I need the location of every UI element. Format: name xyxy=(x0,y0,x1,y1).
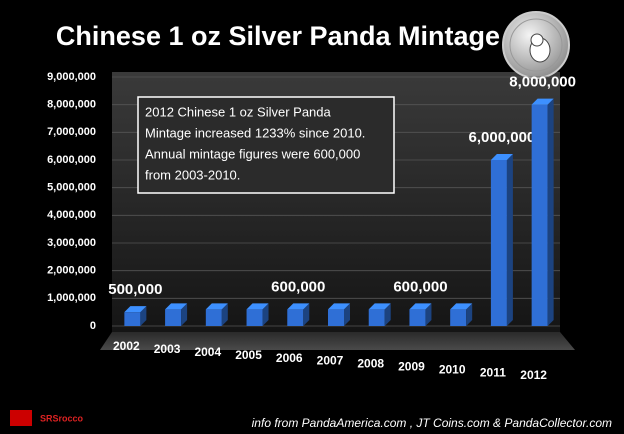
x-tick-label: 2009 xyxy=(398,359,425,373)
x-tick-label: 2011 xyxy=(480,365,506,379)
x-tick-label: 2010 xyxy=(439,362,466,376)
bar-front xyxy=(165,309,182,326)
annotation-line: 2012 Chinese 1 oz Silver Panda xyxy=(145,104,332,119)
bar-top xyxy=(124,306,147,313)
bar-front xyxy=(409,309,426,326)
x-tick-label: 2004 xyxy=(194,345,221,359)
bar xyxy=(205,303,228,326)
bar-side xyxy=(384,303,391,326)
x-tick-label: 2007 xyxy=(317,354,344,368)
value-label: 6,000,000 xyxy=(469,129,536,146)
bar xyxy=(450,303,473,326)
bar-side xyxy=(221,303,228,326)
y-tick-label: 3,000,000 xyxy=(47,237,96,249)
x-tick-label: 2012 xyxy=(520,368,547,382)
bar-front xyxy=(287,309,304,326)
bar-top xyxy=(328,303,350,310)
bar-top xyxy=(205,303,228,310)
annotation-box: 2012 Chinese 1 oz Silver Panda Mintage in… xyxy=(137,96,395,194)
bar-side xyxy=(140,306,147,326)
bar-top xyxy=(246,303,269,310)
chart-title: Chinese 1 oz Silver Panda Mintage xyxy=(56,21,500,51)
bar-top xyxy=(409,303,432,310)
bar-side xyxy=(506,154,513,326)
x-tick-label: 2003 xyxy=(154,342,181,356)
source: info from PandaAmerica.com , JT Coins.co… xyxy=(252,416,612,430)
bar xyxy=(368,303,391,326)
y-tick-label: 1,000,000 xyxy=(47,292,96,304)
bar-top xyxy=(165,303,188,310)
value-label: 8,000,000 xyxy=(509,74,576,91)
bar-top xyxy=(490,154,513,160)
value-label: 600,000 xyxy=(393,278,447,295)
y-tick-label: 2,000,000 xyxy=(47,265,96,277)
x-tick-label: 2005 xyxy=(235,348,262,362)
plot: 0 1,000,000 2,000,000 3,000,000 4,000,000 5,0… xyxy=(47,71,576,382)
y-tick-label: 6,000,000 xyxy=(47,154,96,166)
bar-side xyxy=(344,303,350,326)
bar-front xyxy=(246,309,263,326)
y-tick-label: 0 xyxy=(90,320,96,332)
bar-front xyxy=(450,309,467,326)
logo-text: SRSrocco xyxy=(40,413,84,423)
bar-front xyxy=(490,160,507,326)
value-label: 600,000 xyxy=(271,278,325,295)
bar xyxy=(490,154,513,326)
bar xyxy=(328,303,350,326)
floor xyxy=(100,332,575,350)
bar xyxy=(124,306,147,326)
y-tick-label: 9,000,000 xyxy=(47,71,96,83)
bar xyxy=(287,303,310,326)
bar-side xyxy=(181,303,188,326)
bar-front xyxy=(205,309,222,326)
bar xyxy=(409,303,432,326)
coin-image xyxy=(502,11,570,79)
bar-side xyxy=(303,303,310,326)
bar-front xyxy=(531,104,548,327)
bar-top xyxy=(450,303,473,310)
bar-side xyxy=(466,303,473,326)
value-label: 500,000 xyxy=(108,281,162,298)
x-tick-label: 2006 xyxy=(276,351,303,365)
x-tick-label: 2008 xyxy=(357,357,384,371)
y-tick-label: 8,000,000 xyxy=(47,99,96,111)
bar-top xyxy=(368,303,391,310)
bar-side xyxy=(425,303,432,326)
bar-front xyxy=(368,309,385,326)
bar-top xyxy=(531,98,554,105)
x-tick-label: 2002 xyxy=(113,339,140,353)
bar-side xyxy=(262,303,269,326)
bar-front xyxy=(124,312,141,326)
bar xyxy=(531,98,554,327)
y-tick-label: 7,000,000 xyxy=(47,126,96,138)
bar-front xyxy=(328,309,344,326)
bar xyxy=(165,303,188,326)
annotation-line: Annual mintage figures were 600,000 xyxy=(145,146,360,161)
annotation-line: from 2003-2010. xyxy=(145,167,240,182)
bar xyxy=(246,303,269,326)
y-tick-label: 4,000,000 xyxy=(47,209,96,221)
bar-top xyxy=(287,303,310,310)
annotation-line: Mintage increased 1233% since 2010. xyxy=(145,125,365,140)
logo-icon xyxy=(10,410,32,426)
bar-side xyxy=(547,98,554,327)
y-tick-label: 5,000,000 xyxy=(47,182,96,194)
